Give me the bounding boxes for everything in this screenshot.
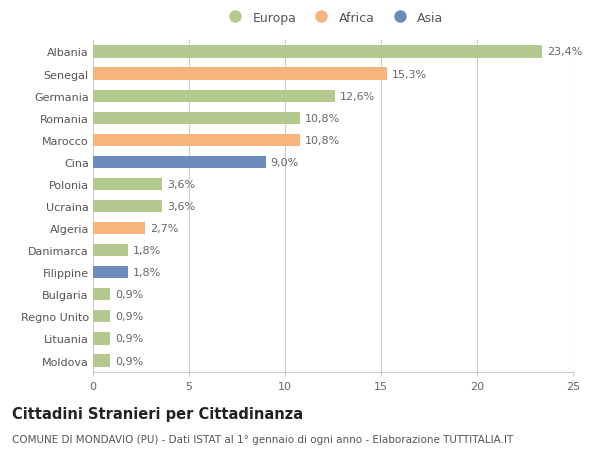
Text: 10,8%: 10,8%: [305, 135, 340, 146]
Text: 10,8%: 10,8%: [305, 113, 340, 123]
Text: 15,3%: 15,3%: [392, 69, 427, 79]
Text: COMUNE DI MONDAVIO (PU) - Dati ISTAT al 1° gennaio di ogni anno - Elaborazione T: COMUNE DI MONDAVIO (PU) - Dati ISTAT al …: [12, 434, 513, 444]
Bar: [93, 179, 162, 190]
Bar: [93, 46, 542, 58]
Bar: [93, 90, 335, 102]
Text: 0,9%: 0,9%: [115, 334, 143, 344]
Text: Cittadini Stranieri per Cittadinanza: Cittadini Stranieri per Cittadinanza: [12, 406, 303, 421]
Text: 0,9%: 0,9%: [115, 290, 143, 300]
Bar: [93, 68, 387, 80]
Bar: [93, 223, 145, 235]
Text: 2,7%: 2,7%: [149, 224, 178, 234]
Bar: [93, 201, 162, 213]
Text: 3,6%: 3,6%: [167, 202, 195, 212]
Bar: [93, 289, 110, 301]
Bar: [93, 134, 301, 146]
Text: 9,0%: 9,0%: [271, 157, 299, 168]
Text: 1,8%: 1,8%: [133, 268, 161, 278]
Bar: [93, 112, 301, 124]
Bar: [93, 267, 128, 279]
Text: 1,8%: 1,8%: [133, 246, 161, 256]
Text: 23,4%: 23,4%: [547, 47, 583, 57]
Bar: [93, 157, 266, 168]
Text: 0,9%: 0,9%: [115, 312, 143, 322]
Text: 3,6%: 3,6%: [167, 179, 195, 190]
Bar: [93, 311, 110, 323]
Text: 12,6%: 12,6%: [340, 91, 375, 101]
Bar: [93, 245, 128, 257]
Bar: [93, 333, 110, 345]
Legend: Europa, Africa, Asia: Europa, Africa, Asia: [219, 8, 447, 28]
Text: 0,9%: 0,9%: [115, 356, 143, 366]
Bar: [93, 355, 110, 367]
